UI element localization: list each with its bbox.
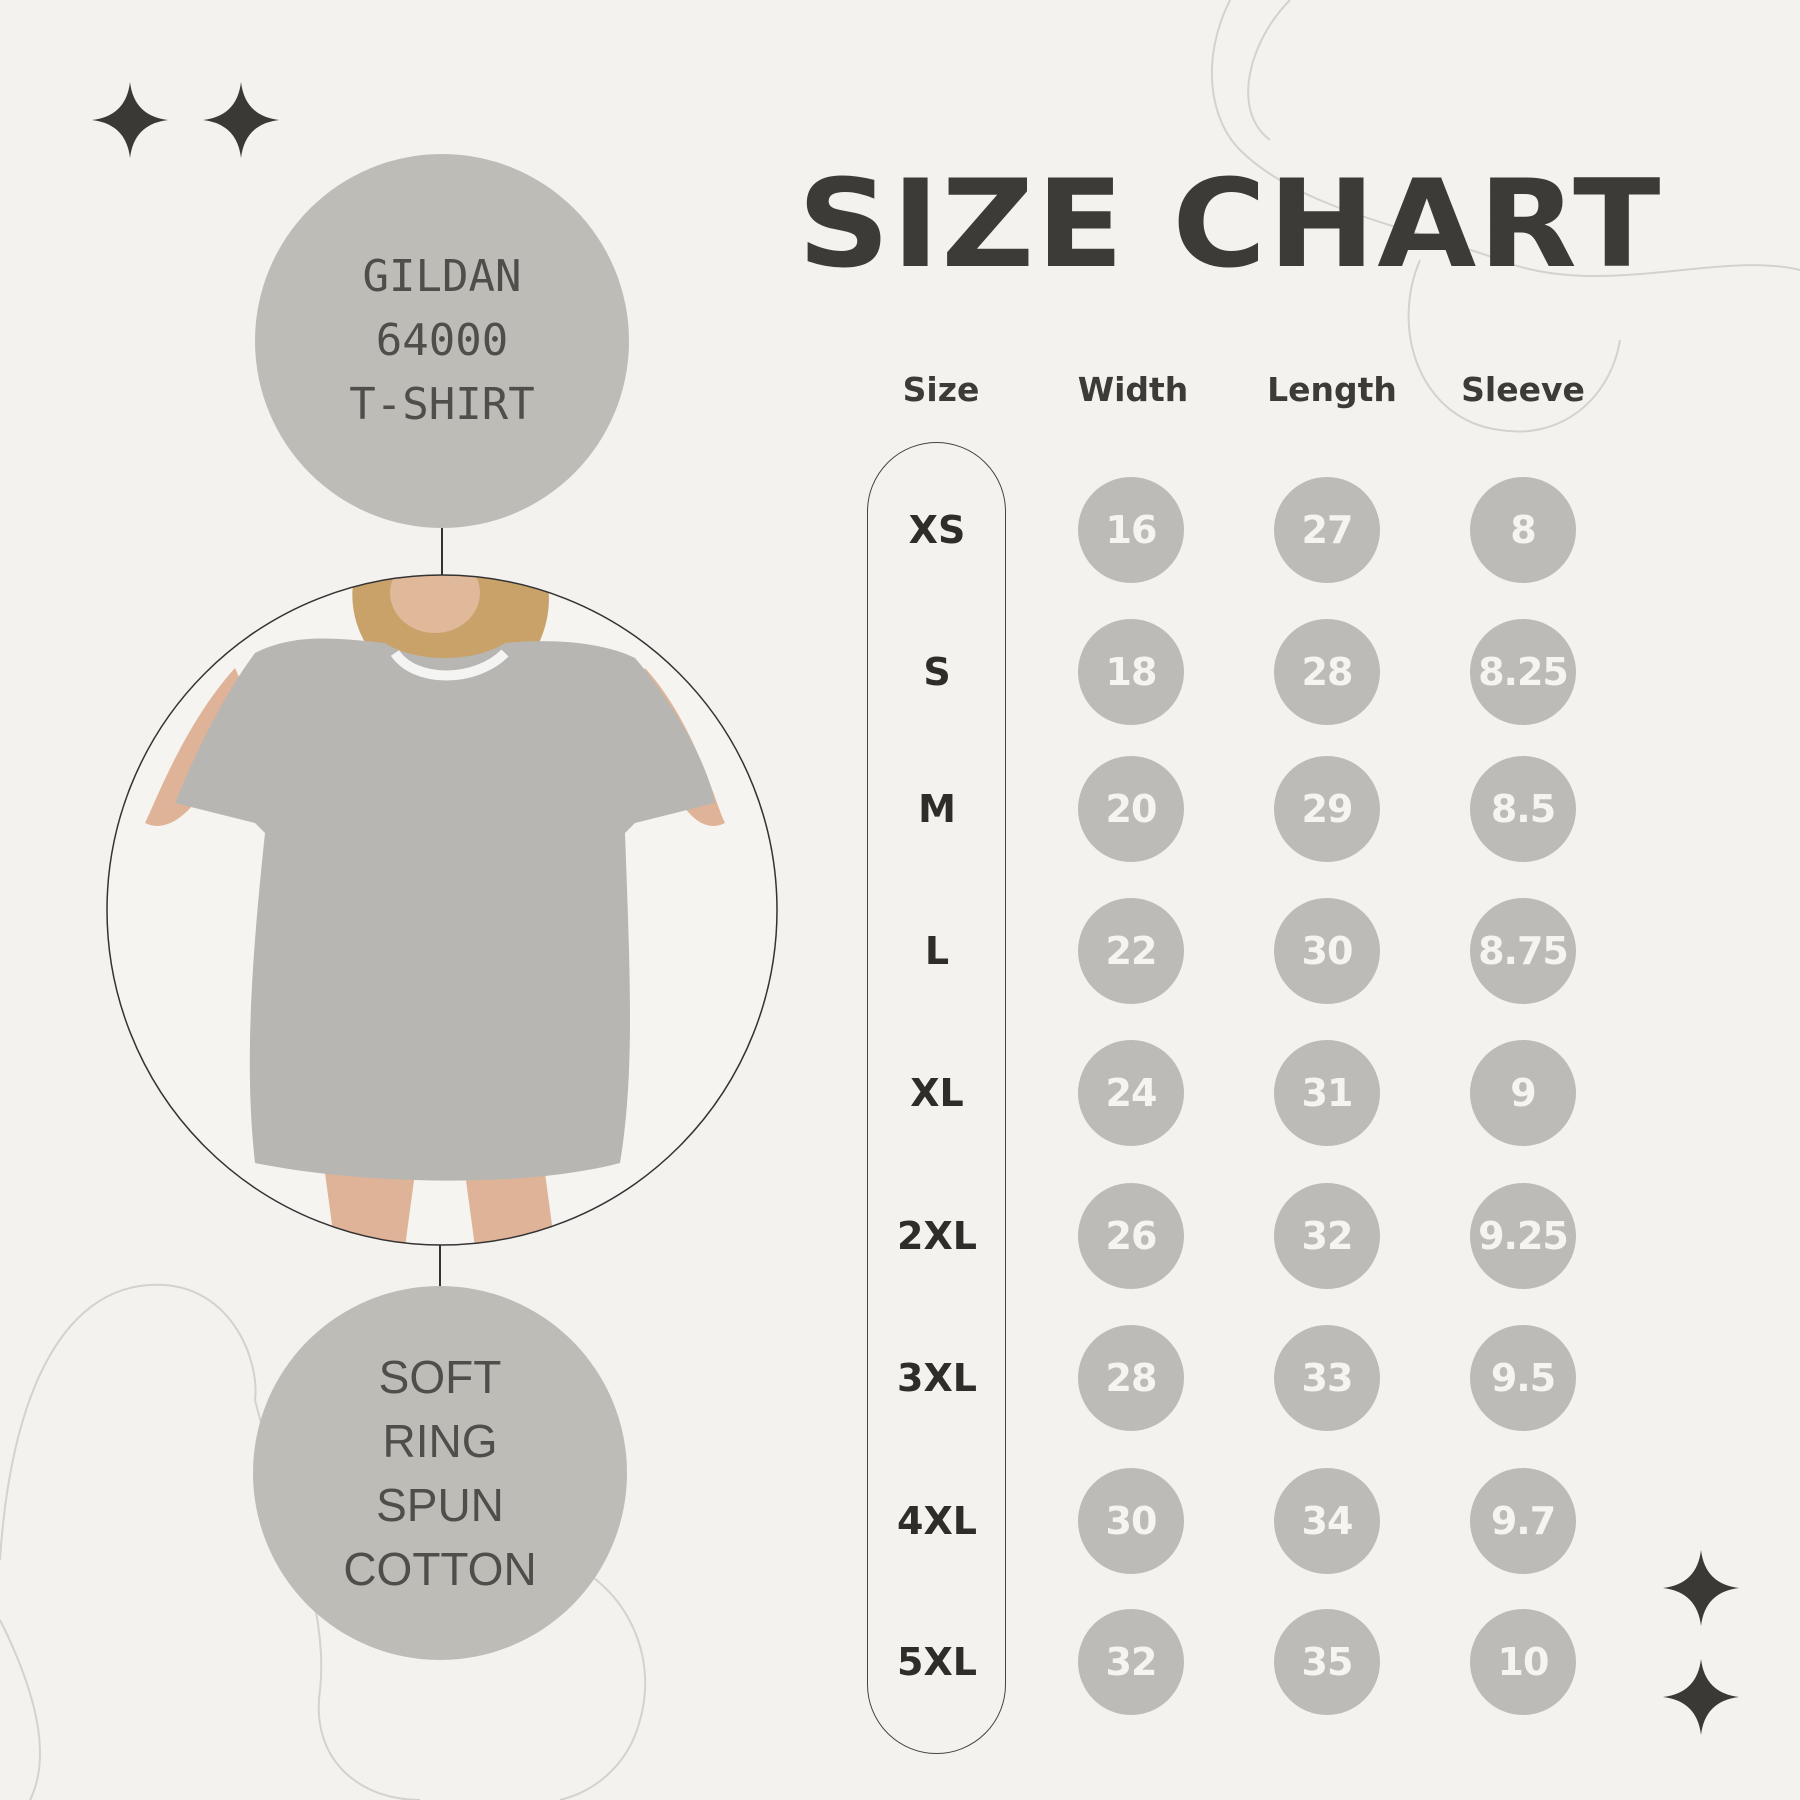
- width-cell: 16: [1078, 477, 1184, 583]
- material-circle: SOFT RING SPUN COTTON: [253, 1286, 627, 1660]
- material-line: SPUN: [376, 1479, 504, 1531]
- material-line: RING: [382, 1415, 498, 1467]
- sleeve-cell: 8: [1470, 477, 1576, 583]
- sleeve-cell: 9.7: [1470, 1468, 1576, 1574]
- width-cell: 24: [1078, 1040, 1184, 1146]
- size-cell: 4XL: [897, 1499, 977, 1543]
- connector-line: [441, 528, 443, 576]
- length-cell: 33: [1274, 1325, 1380, 1431]
- width-cell: 18: [1078, 619, 1184, 725]
- size-cell: XL: [910, 1071, 964, 1115]
- length-cell: 35: [1274, 1609, 1380, 1715]
- material-line: COTTON: [343, 1543, 537, 1595]
- size-cell: L: [924, 929, 950, 973]
- size-cell: 3XL: [897, 1356, 977, 1400]
- header-sleeve: Sleeve: [1461, 370, 1585, 409]
- material-line: SOFT: [378, 1351, 502, 1403]
- sleeve-cell: 9: [1470, 1040, 1576, 1146]
- header-length: Length: [1267, 370, 1397, 409]
- size-cell: XS: [908, 508, 966, 552]
- width-cell: 22: [1078, 898, 1184, 1004]
- length-cell: 31: [1274, 1040, 1380, 1146]
- sparkle-star-icon: [1663, 1550, 1739, 1626]
- length-cell: 34: [1274, 1468, 1380, 1574]
- sparkle-star-icon: [203, 82, 279, 158]
- sleeve-cell: 10: [1470, 1609, 1576, 1715]
- sleeve-cell: 9.25: [1470, 1183, 1576, 1289]
- width-cell: 26: [1078, 1183, 1184, 1289]
- sleeve-cell: 8.25: [1470, 619, 1576, 725]
- sleeve-cell: 8.75: [1470, 898, 1576, 1004]
- size-column-outline: [867, 442, 1006, 1754]
- width-cell: 32: [1078, 1609, 1184, 1715]
- size-cell: M: [918, 787, 956, 831]
- width-cell: 30: [1078, 1468, 1184, 1574]
- product-circle: GILDAN 64000 T-SHIRT: [255, 154, 629, 528]
- sparkle-star-icon: [1663, 1659, 1739, 1735]
- length-cell: 29: [1274, 756, 1380, 862]
- size-cell: S: [923, 650, 951, 694]
- size-cell: 5XL: [897, 1640, 977, 1684]
- length-cell: 32: [1274, 1183, 1380, 1289]
- sleeve-cell: 8.5: [1470, 756, 1576, 862]
- page-title: SIZE CHART: [797, 153, 1663, 296]
- length-cell: 28: [1274, 619, 1380, 725]
- header-size: Size: [902, 370, 980, 409]
- length-cell: 27: [1274, 477, 1380, 583]
- sparkle-star-icon: [92, 82, 168, 158]
- sleeve-cell: 9.5: [1470, 1325, 1576, 1431]
- width-cell: 28: [1078, 1325, 1184, 1431]
- length-cell: 30: [1274, 898, 1380, 1004]
- connector-line: [439, 1245, 441, 1287]
- header-width: Width: [1077, 370, 1189, 409]
- width-cell: 20: [1078, 756, 1184, 862]
- size-cell: 2XL: [897, 1214, 977, 1258]
- product-line: 64000: [375, 315, 509, 366]
- model-photo: [106, 574, 778, 1246]
- product-line: GILDAN: [362, 251, 522, 302]
- product-line: T-SHIRT: [349, 379, 535, 430]
